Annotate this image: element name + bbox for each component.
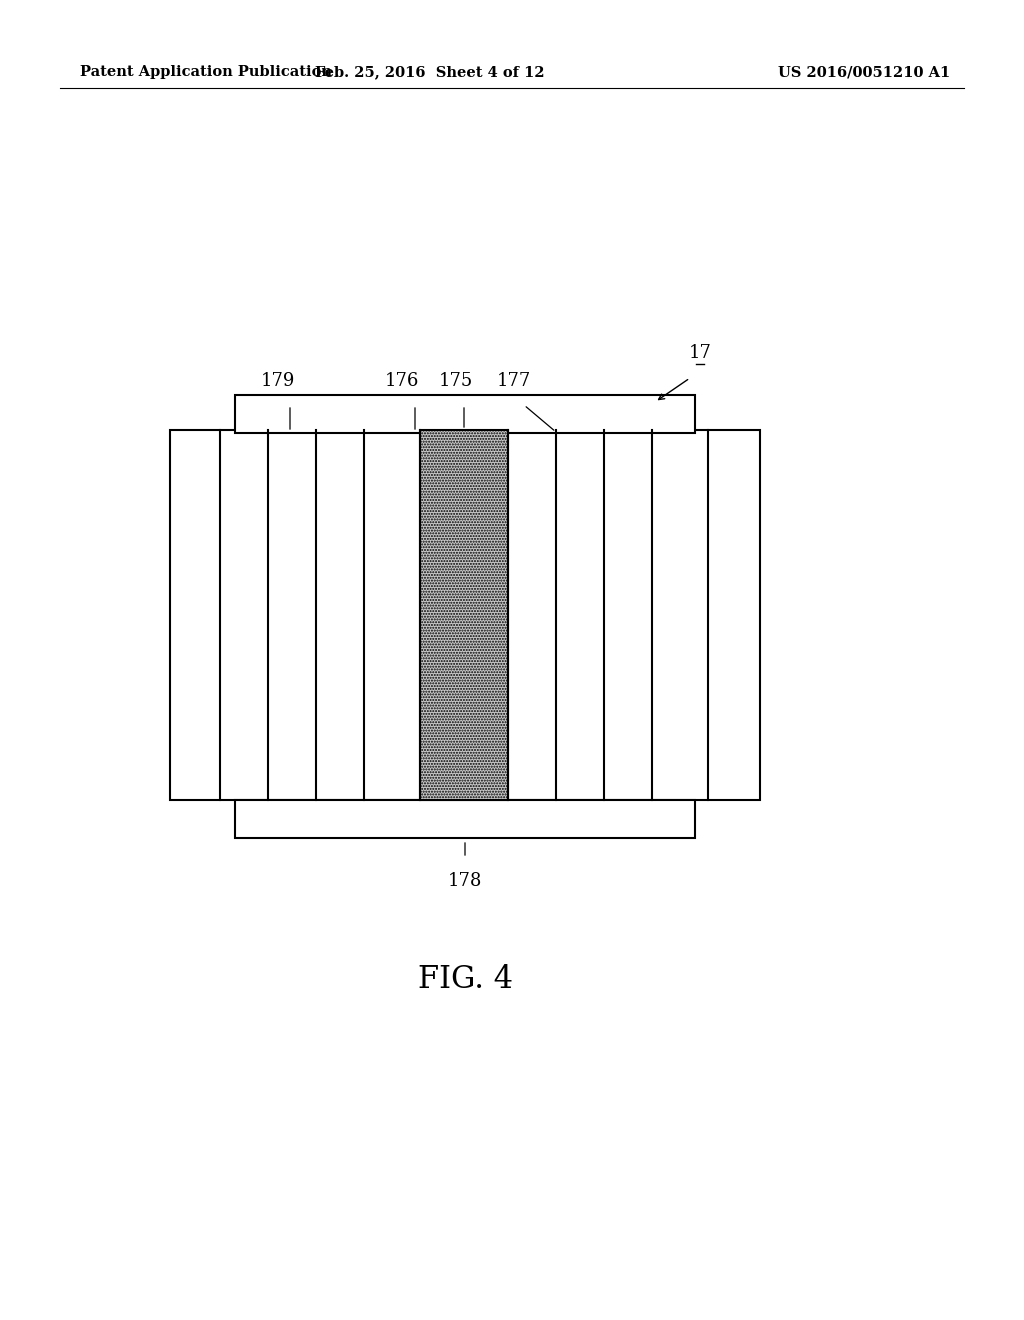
- Text: FIG. 4: FIG. 4: [418, 965, 512, 995]
- Text: Patent Application Publication: Patent Application Publication: [80, 65, 332, 79]
- Bar: [234, 800, 695, 838]
- Bar: [170, 430, 760, 800]
- Text: 179: 179: [261, 372, 295, 389]
- Text: 177: 177: [497, 372, 531, 389]
- Bar: [420, 430, 508, 800]
- Text: US 2016/0051210 A1: US 2016/0051210 A1: [778, 65, 950, 79]
- Text: 17: 17: [688, 345, 712, 362]
- Text: 176: 176: [385, 372, 419, 389]
- Text: 175: 175: [439, 372, 473, 389]
- Text: Feb. 25, 2016  Sheet 4 of 12: Feb. 25, 2016 Sheet 4 of 12: [315, 65, 545, 79]
- Bar: [234, 395, 695, 433]
- Text: 178: 178: [447, 873, 482, 890]
